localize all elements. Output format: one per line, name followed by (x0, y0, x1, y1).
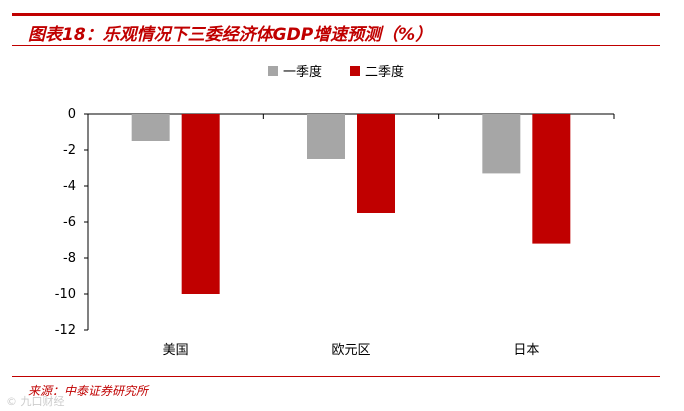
y-tick-label: -2 (63, 143, 76, 158)
bar-q2-1 (357, 114, 395, 213)
x-tick-label: 欧元区 (331, 343, 370, 358)
bar-q2-2 (532, 114, 571, 244)
x-tick-label: 日本 (513, 343, 539, 358)
bar-q2-0 (181, 114, 220, 294)
x-tick-label: 美国 (163, 343, 189, 358)
title-rule (12, 45, 660, 46)
y-tick-label: -12 (55, 323, 76, 338)
legend-swatch-0 (268, 66, 278, 76)
bar-q1-1 (307, 114, 345, 159)
watermark: © 九口财经 (6, 395, 65, 408)
bar-q1-0 (131, 114, 170, 141)
bar-q1-2 (482, 114, 521, 174)
y-tick-label: 0 (68, 107, 76, 122)
source-note: 来源：中泰证券研究所 (28, 384, 149, 398)
top-rule (12, 13, 660, 16)
legend-swatch-1 (350, 66, 360, 76)
bottom-rule (12, 376, 660, 377)
y-tick-label: -4 (63, 179, 76, 194)
chart-title: 图表18：乐观情况下三委经济体GDP增速预测（%） (28, 25, 433, 45)
y-tick-label: -8 (63, 251, 76, 266)
y-tick-label: -6 (63, 215, 76, 230)
bar-chart: 0 -2 -4 -6 -8 -10 -12 美国 欧元区 日本 一季度 二季度 (55, 64, 615, 358)
legend-label-1: 二季度 (365, 64, 404, 80)
legend-label-0: 一季度 (283, 64, 322, 80)
y-tick-label: -10 (55, 287, 76, 302)
